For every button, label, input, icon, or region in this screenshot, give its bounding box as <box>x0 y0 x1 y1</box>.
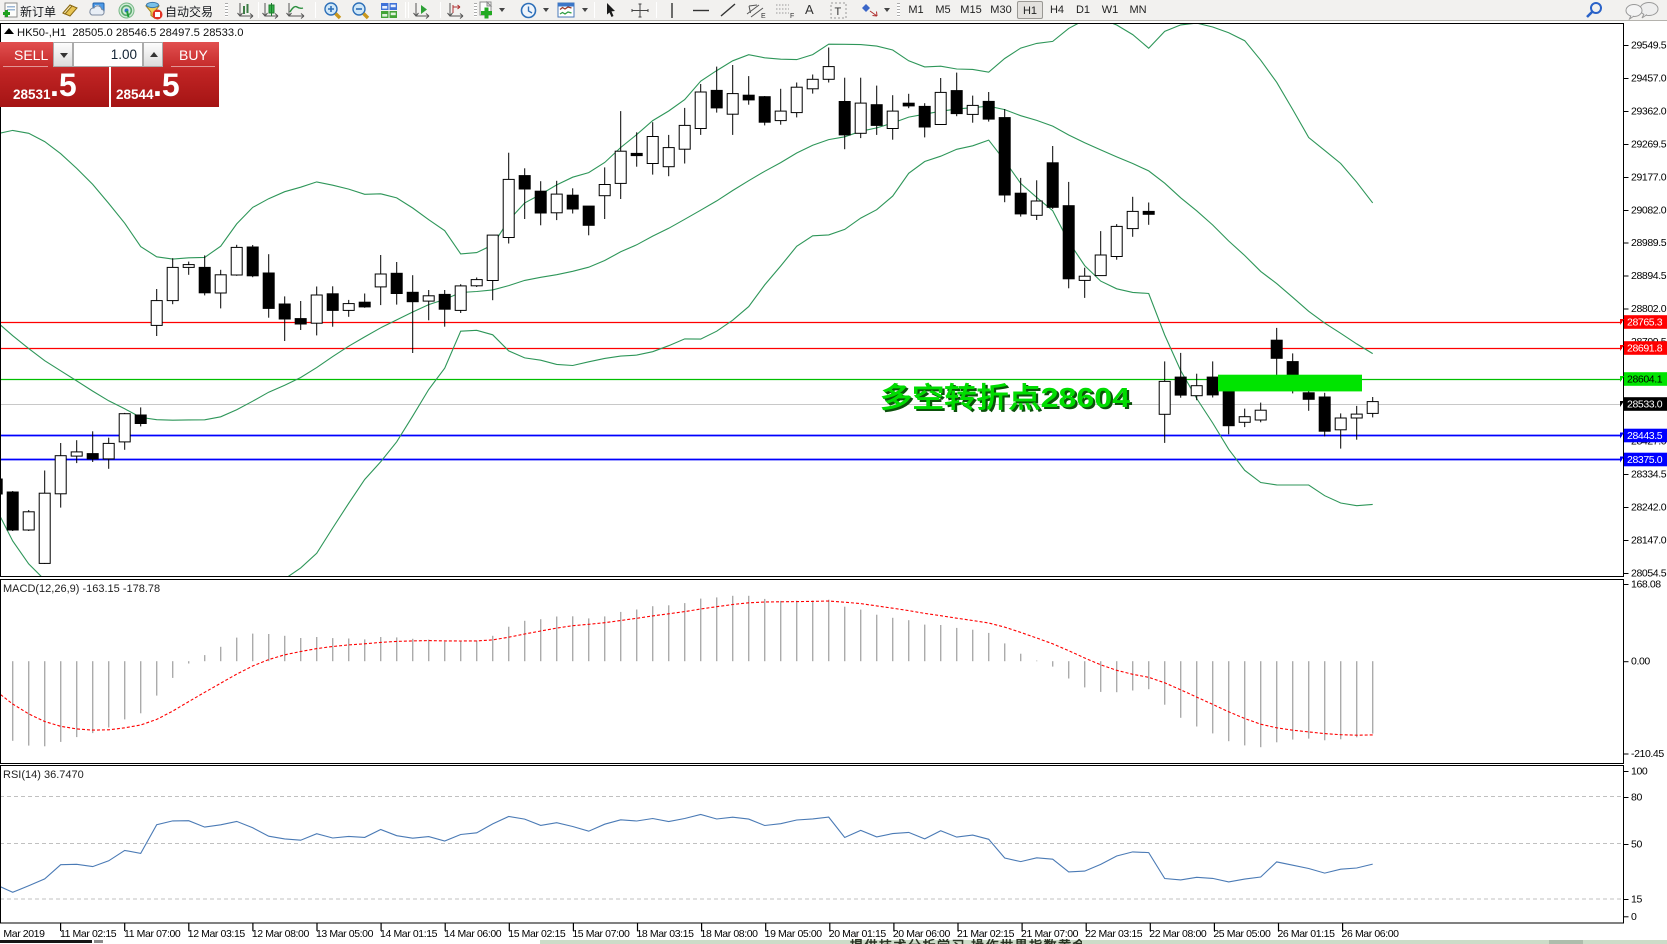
svg-text:28691.8: 28691.8 <box>1627 343 1663 355</box>
svg-text:29269.5: 29269.5 <box>1631 139 1667 151</box>
svg-text:20 Mar 06:00: 20 Mar 06:00 <box>893 928 951 940</box>
svg-text:MACD(12,26,9) -163.15 -178.78: MACD(12,26,9) -163.15 -178.78 <box>3 583 160 595</box>
svg-text:28147.0: 28147.0 <box>1631 535 1667 547</box>
svg-text:15 Mar 07:00: 15 Mar 07:00 <box>572 928 630 940</box>
svg-text:28894.5: 28894.5 <box>1631 270 1667 282</box>
svg-text:11 Mar 07:00: 11 Mar 07:00 <box>124 928 181 940</box>
svg-text:0.00: 0.00 <box>1631 656 1650 668</box>
svg-text:28054.5: 28054.5 <box>1631 568 1667 580</box>
svg-text:29457.0: 29457.0 <box>1631 73 1667 85</box>
svg-text:14 Mar 01:15: 14 Mar 01:15 <box>380 928 438 940</box>
svg-text:21 Mar 07:00: 21 Mar 07:00 <box>1021 928 1079 940</box>
svg-text:15 Mar 02:15: 15 Mar 02:15 <box>508 928 566 940</box>
svg-text:28242.0: 28242.0 <box>1631 502 1667 514</box>
svg-text:RSI(14) 36.7470: RSI(14) 36.7470 <box>3 769 84 781</box>
svg-text:28334.5: 28334.5 <box>1631 469 1667 481</box>
svg-text:26 Mar 01:15: 26 Mar 01:15 <box>1277 928 1335 940</box>
svg-text:Mar 2019: Mar 2019 <box>3 928 45 940</box>
svg-text:20 Mar 01:15: 20 Mar 01:15 <box>829 928 887 940</box>
svg-text:50: 50 <box>1631 839 1642 851</box>
svg-text:100: 100 <box>1631 766 1648 778</box>
svg-text:E: E <box>761 13 766 19</box>
svg-text:HK50-,H1 28505.0 28546.5 2849: HK50-,H1 28505.0 28546.5 28497.5 28533.0 <box>17 27 243 39</box>
svg-text:26 Mar 06:00: 26 Mar 06:00 <box>1342 928 1400 940</box>
svg-text:29549.5: 29549.5 <box>1631 40 1667 52</box>
svg-text:T: T <box>835 6 842 18</box>
svg-text:21 Mar 02:15: 21 Mar 02:15 <box>957 928 1015 940</box>
svg-text:F: F <box>790 13 794 19</box>
svg-text:12 Mar 08:00: 12 Mar 08:00 <box>252 928 310 940</box>
svg-text:168.08: 168.08 <box>1631 579 1661 591</box>
svg-text:80: 80 <box>1631 792 1642 804</box>
svg-text:11 Mar 02:15: 11 Mar 02:15 <box>60 928 117 940</box>
svg-text:多空转折点28604: 多空转折点28604 <box>880 381 1130 413</box>
svg-text:28533.0: 28533.0 <box>1627 399 1663 411</box>
svg-text:0: 0 <box>1631 911 1637 923</box>
svg-text:29177.0: 29177.0 <box>1631 172 1667 184</box>
svg-text:14 Mar 06:00: 14 Mar 06:00 <box>444 928 502 940</box>
svg-text:28765.3: 28765.3 <box>1627 317 1663 329</box>
svg-text:22 Mar 08:00: 22 Mar 08:00 <box>1149 928 1207 940</box>
svg-text:12 Mar 03:15: 12 Mar 03:15 <box>188 928 246 940</box>
svg-text:19 Mar 05:00: 19 Mar 05:00 <box>765 928 823 940</box>
svg-text:18 Mar 03:15: 18 Mar 03:15 <box>636 928 694 940</box>
svg-text:25 Mar 05:00: 25 Mar 05:00 <box>1213 928 1271 940</box>
svg-text:28375.0: 28375.0 <box>1627 454 1663 466</box>
svg-text:28989.5: 28989.5 <box>1631 237 1667 249</box>
svg-text:13 Mar 05:00: 13 Mar 05:00 <box>316 928 374 940</box>
svg-text:15: 15 <box>1631 894 1642 906</box>
svg-text:-210.45: -210.45 <box>1631 748 1664 760</box>
svg-text:28443.5: 28443.5 <box>1627 430 1663 442</box>
svg-text:29362.0: 29362.0 <box>1631 106 1667 118</box>
svg-text:29082.0: 29082.0 <box>1631 205 1667 217</box>
svg-text:28604.1: 28604.1 <box>1627 374 1663 386</box>
svg-text:28802.0: 28802.0 <box>1631 303 1667 315</box>
svg-text:18 Mar 08:00: 18 Mar 08:00 <box>701 928 759 940</box>
svg-text:22 Mar 03:15: 22 Mar 03:15 <box>1085 928 1143 940</box>
